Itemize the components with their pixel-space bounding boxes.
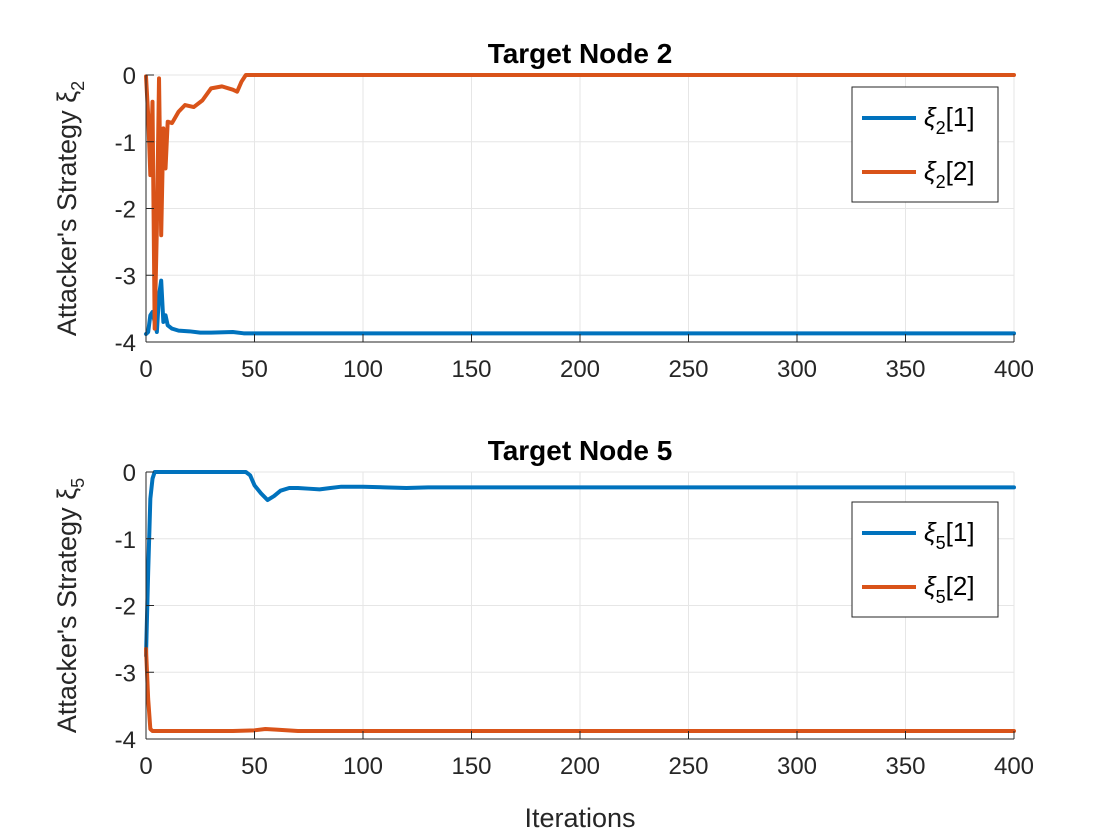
legend: ξ5[1]ξ5[2]: [851, 501, 999, 618]
x-axis-label: Iterations: [524, 803, 635, 833]
legend-box: [851, 501, 999, 618]
y-tick-label: 0: [123, 460, 136, 487]
y-tick-label: 0: [123, 63, 136, 90]
series-line-2: [144, 73, 1016, 331]
x-tick-label: 300: [777, 356, 817, 383]
y-tick-label: -2: [115, 197, 136, 224]
y-tick-label: -3: [115, 263, 136, 290]
x-tick-label: 200: [560, 753, 600, 780]
y-tick-label: -1: [115, 527, 136, 554]
y-axis-label: Attacker's Strategy ξ5: [52, 478, 88, 733]
legend-symbol: ξ: [924, 156, 937, 186]
chart-panel-2: 0 50 100 150 200 250 300 350 400 0 -1 -2 -3 -4 Target …: [52, 435, 1034, 833]
x-tick-label: 0: [139, 356, 152, 383]
y-axis-label-subscript: 5: [68, 478, 88, 488]
y-axis-label-text: Attacker's Strategy ξ: [52, 91, 82, 336]
legend: ξ2[1]ξ2[2]: [851, 86, 999, 203]
legend-symbol: ξ: [924, 517, 937, 547]
x-tick-label: 50: [241, 356, 268, 383]
legend-index: [2]: [946, 156, 975, 186]
x-tick-label: 350: [885, 356, 925, 383]
x-tick-label: 100: [343, 356, 383, 383]
y-axis-label-text: Attacker's Strategy ξ: [52, 488, 82, 733]
chart-title: Target Node 2: [488, 38, 673, 69]
legend-symbol: ξ: [924, 102, 937, 132]
x-tick-label: 150: [451, 753, 491, 780]
y-axis-label: Attacker's Strategy ξ2: [52, 81, 88, 336]
y-tick-label: -3: [115, 660, 136, 687]
legend-label-2: ξ2[2]: [924, 156, 975, 192]
legend-label-1: ξ5[1]: [924, 517, 975, 553]
x-tick-label: 400: [994, 753, 1034, 780]
x-tick-label: 50: [241, 753, 268, 780]
x-tick-label: 150: [451, 356, 491, 383]
x-tick-label: 350: [885, 753, 925, 780]
legend-subscript: 2: [936, 172, 946, 192]
x-tick-label: 100: [343, 753, 383, 780]
x-tick-label: 400: [994, 356, 1034, 383]
x-tick-label: 0: [139, 753, 152, 780]
chart-title: Target Node 5: [488, 435, 673, 466]
series-line-2: [144, 646, 1016, 733]
legend-index: [1]: [946, 102, 975, 132]
legend-subscript: 5: [936, 533, 946, 553]
y-tick-label: -1: [115, 130, 136, 157]
legend-label-1: ξ2[1]: [924, 102, 975, 138]
x-tick-label: 200: [560, 356, 600, 383]
x-tick-label: 250: [668, 356, 708, 383]
y-axis-label-subscript: 2: [68, 81, 88, 91]
series-line-1: [144, 470, 1016, 658]
legend-subscript: 5: [936, 587, 946, 607]
legend-symbol: ξ: [924, 571, 937, 601]
legend-index: [2]: [946, 571, 975, 601]
y-tick-label: -2: [115, 594, 136, 621]
x-tick-label: 250: [668, 753, 708, 780]
legend-box: [851, 86, 999, 203]
y-tick-label: -4: [115, 727, 136, 754]
x-tick-label: 300: [777, 753, 817, 780]
chart-panel-1: 0 50 100 150 200 250 300 350 400 0 -1 -2 -3 -4 Target …: [52, 38, 1034, 383]
legend-index: [1]: [946, 517, 975, 547]
legend-subscript: 2: [936, 118, 946, 138]
y-tick-label: -4: [115, 330, 136, 357]
legend-label-2: ξ5[2]: [924, 571, 975, 607]
